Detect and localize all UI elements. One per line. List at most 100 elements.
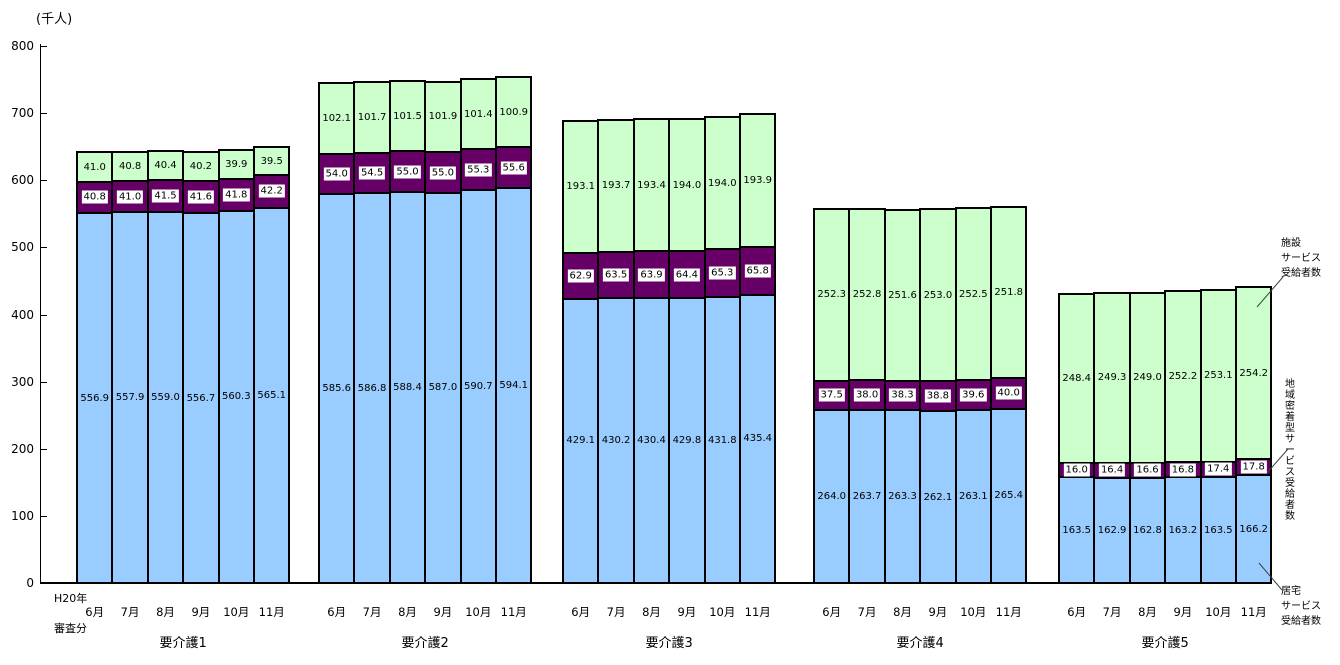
- bar-segment-home: 162.8: [1130, 476, 1165, 582]
- legend-facility-line2: サービス: [1281, 253, 1321, 264]
- bar-value-label-community: 38.8: [924, 389, 952, 403]
- bar-value-label-home: 556.9: [80, 392, 110, 404]
- bar-segment-facility: 252.5: [956, 209, 990, 379]
- bar-value-label-home: 431.8: [707, 434, 737, 446]
- y-tick-label: 400: [11, 307, 34, 322]
- stacked-bar-要介護1-6月: 41.0 40.8 556.9: [76, 151, 114, 584]
- bar-value-label-community: 54.0: [323, 167, 350, 181]
- stacked-bar-要介護3-6月: 193.1 62.9 429.1: [562, 120, 600, 584]
- bar-value-label-community: 39.6: [960, 388, 987, 402]
- stacked-bar-要介護5-6月: 248.4 16.0 163.5: [1058, 292, 1096, 584]
- x-tick-label-要介護3-6月: 6月: [571, 605, 591, 619]
- bar-segment-home: 588.4: [390, 191, 425, 582]
- stacked-bar-要介護2-7月: 101.7 54.5 586.8: [353, 81, 391, 584]
- bar-value-label-facility: 39.5: [260, 155, 283, 167]
- bar-segment-home: 163.5: [1060, 476, 1094, 582]
- x-tick-label-要介護1-11月: 11月: [258, 605, 285, 619]
- bar-segment-home: 262.1: [921, 410, 955, 582]
- stacked-bar-要介護5-11月: 254.2 17.8 166.2: [1235, 285, 1273, 584]
- bar-value-label-home: 429.1: [566, 435, 596, 447]
- bar-segment-community: 41.0: [113, 179, 147, 212]
- bar-segment-community: 17.8: [1237, 458, 1271, 475]
- bar-segment-facility: 252.3: [815, 210, 849, 380]
- bar-segment-home: 586.8: [355, 192, 389, 582]
- bar-value-label-home: 163.5: [1203, 524, 1233, 536]
- bar-value-label-home: 430.2: [601, 435, 631, 447]
- bar-value-label-community: 41.5: [152, 189, 179, 203]
- x-tick-label-要介護5-11月: 11月: [1240, 605, 1267, 619]
- bar-segment-community: 38.8: [921, 380, 955, 411]
- x-tick-label-要介護2-9月: 9月: [433, 605, 453, 619]
- bar-segment-community: 16.8: [1166, 461, 1200, 477]
- bar-value-label-community: 16.6: [1134, 463, 1161, 477]
- bar-segment-community: 41.8: [219, 177, 253, 210]
- x-tick-label-要介護1-9月: 9月: [191, 605, 211, 619]
- bar-value-label-home: 560.3: [221, 391, 251, 403]
- bar-value-label-facility: 252.3: [817, 289, 847, 301]
- stacked-bar-要介護2-9月: 101.9 55.0 587.0: [424, 80, 462, 584]
- x-tick-label-要介護4-8月: 8月: [893, 605, 912, 619]
- bar-segment-facility: 252.2: [1166, 291, 1200, 462]
- stacked-bar-要介護1-9月: 40.2 41.6 556.7: [182, 151, 220, 584]
- y-tick-mark: [41, 314, 47, 316]
- x-tick-label-要介護2-6月: 6月: [327, 605, 347, 619]
- bar-segment-community: 39.6: [956, 378, 990, 410]
- bar-segment-facility: 254.2: [1237, 287, 1271, 459]
- group-label-要介護3: 要介護3: [645, 636, 693, 651]
- stacked-bar-要介護3-9月: 194.0 64.4 429.8: [668, 118, 706, 584]
- bar-segment-home: 587.0: [426, 191, 460, 582]
- bar-value-label-facility: 193.1: [566, 181, 596, 193]
- y-tick-label: 100: [11, 508, 34, 523]
- y-tick-label: 200: [11, 441, 34, 456]
- bar-segment-community: 38.3: [885, 379, 920, 410]
- bar-segment-community: 41.6: [184, 180, 218, 213]
- y-tick-mark: [41, 180, 47, 182]
- bar-value-label-facility: 100.9: [499, 106, 529, 118]
- bar-segment-home: 163.2: [1166, 476, 1200, 582]
- legend-home-line3: 受給者数: [1281, 616, 1321, 627]
- bar-value-label-facility: 252.2: [1168, 371, 1198, 383]
- y-tick-mark: [41, 583, 47, 584]
- stacked-bar-要介護2-6月: 102.1 54.0 585.6: [318, 82, 356, 584]
- bar-segment-facility: 193.9: [741, 115, 775, 246]
- x-tick-label-要介護4-11月: 11月: [995, 605, 1022, 619]
- stacked-bar-要介護4-11月: 251.8 40.0 265.4: [990, 205, 1028, 584]
- bar-value-label-community: 65.3: [709, 266, 736, 280]
- bar-value-label-community: 38.3: [889, 388, 916, 402]
- bar-segment-facility: 194.0: [705, 118, 739, 249]
- bar-segment-facility: 100.9: [497, 78, 531, 146]
- bar-segment-home: 435.4: [741, 293, 775, 582]
- bar-segment-home: 565.1: [255, 206, 289, 582]
- bar-segment-community: 62.9: [564, 251, 598, 298]
- first-tick-year-note: H20年: [54, 592, 88, 605]
- legend-community-label: 地 域 密 着 型 サ ー ビ ス 受 給 者 数: [1285, 379, 1295, 522]
- y-tick-label: 800: [11, 39, 34, 53]
- y-axis-line: [40, 44, 41, 584]
- bar-value-label-facility: 193.9: [743, 174, 773, 186]
- bar-segment-community: 16.4: [1095, 461, 1129, 477]
- bar-value-label-home: 163.5: [1062, 524, 1092, 536]
- y-tick-label: 500: [11, 240, 34, 255]
- bar-value-label-home: 263.1: [958, 491, 988, 503]
- bar-value-label-facility: 101.4: [463, 108, 493, 120]
- x-tick-label-要介護4-10月: 10月: [960, 605, 987, 619]
- bar-segment-home: 430.2: [599, 297, 633, 582]
- bar-value-label-home: 163.2: [1168, 524, 1198, 536]
- bar-value-label-home: 166.2: [1239, 523, 1269, 535]
- bar-segment-facility: 249.3: [1095, 294, 1129, 462]
- bar-segment-facility: 193.1: [564, 122, 598, 252]
- bar-value-label-facility: 252.8: [852, 289, 882, 301]
- x-tick-label-要介護2-7月: 7月: [362, 605, 382, 619]
- bar-segment-facility: 101.7: [355, 83, 389, 152]
- bar-value-label-facility: 194.0: [672, 179, 702, 191]
- bar-segment-community: 54.5: [355, 151, 389, 193]
- bar-value-label-facility: 248.4: [1062, 372, 1092, 384]
- bar-segment-home: 557.9: [113, 211, 147, 582]
- bar-segment-home: 263.1: [956, 409, 990, 582]
- bar-value-label-community: 41.6: [187, 190, 215, 204]
- legend-home-label: 居宅 サービス 受給者数: [1281, 584, 1321, 629]
- x-tick-label-要介護3-7月: 7月: [606, 605, 626, 619]
- group-label-要介護2: 要介護2: [401, 636, 449, 651]
- bar-value-label-community: 63.9: [638, 268, 665, 282]
